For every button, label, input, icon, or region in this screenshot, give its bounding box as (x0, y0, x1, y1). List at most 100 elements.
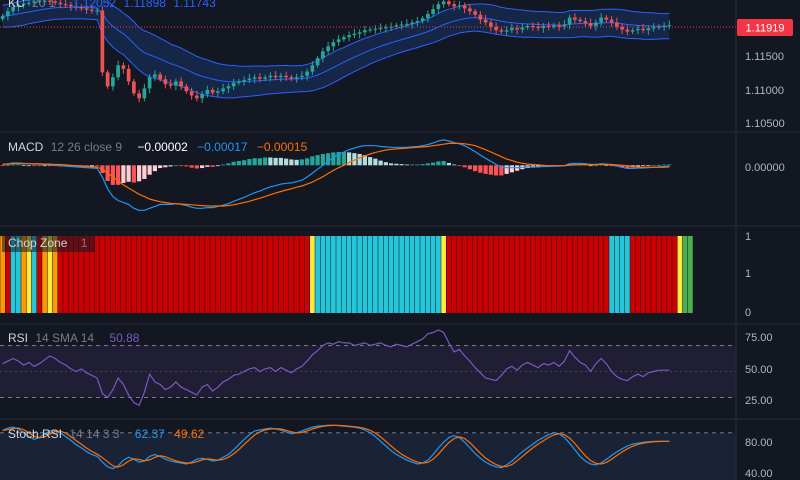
candle-body (426, 14, 430, 19)
candle (105, 69, 110, 89)
macd-histogram-bar (331, 152, 336, 166)
macd-histogram-bar (137, 165, 142, 182)
macd-histogram-bar (179, 165, 184, 167)
chop-legend[interactable]: Chop Zone 1 (2, 234, 95, 252)
kc-legend[interactable]: KC 20 1 1.12052 1.11898 1.11743 (8, 0, 216, 10)
candle (562, 19, 567, 30)
candle-body (520, 27, 525, 30)
candle-body (410, 22, 414, 24)
chop-zone-bar (567, 236, 572, 313)
candle (667, 20, 672, 29)
chop-zone-bar (121, 236, 126, 313)
candle (305, 68, 309, 81)
candle-body (357, 32, 362, 34)
candle (415, 16, 420, 27)
candle-body (583, 21, 588, 24)
price-pane[interactable]: 1.11919 1.11500 1.11000 1.10500 KC 20 1 … (0, 0, 793, 130)
candle-body (588, 23, 593, 26)
candle (163, 75, 168, 89)
macd-histogram-bar (352, 153, 357, 166)
candle (153, 70, 157, 81)
candle (300, 71, 304, 81)
chop-zone-bar (383, 236, 389, 313)
macd-histogram-bar (158, 165, 163, 169)
candle (205, 85, 210, 98)
chop-zone-bar (42, 236, 47, 313)
chop-zone-bar (16, 236, 21, 313)
rsi-legend-value: 50.88 (109, 331, 139, 345)
candle (0, 13, 5, 22)
chop-zone-bar (604, 236, 609, 313)
macd-legend-macd: −0.00017 (197, 140, 248, 154)
chop-zone-bar (420, 236, 425, 313)
chop-zone-bar (10, 236, 16, 313)
candle (284, 71, 288, 81)
candle-body (462, 5, 467, 9)
chop-zone-bar (588, 236, 593, 313)
macd-pane[interactable]: 0.00000 MACD 12 26 close 9 −0.00002 −0.0… (0, 139, 785, 211)
kc-legend-name: KC (8, 0, 25, 10)
macd-histogram-bar (110, 165, 115, 185)
rsi-series (0, 329, 736, 407)
candle-body (184, 86, 189, 92)
stoch-legend[interactable]: Stoch RSI 14 14 3 3 62.37 49.62 (8, 427, 204, 441)
chop-zone-bar (252, 236, 257, 313)
chop-legend-name: Chop Zone (8, 236, 68, 250)
chop-zone-bar (583, 236, 588, 313)
chop-zone-bar (430, 236, 436, 313)
kc-legend-upper: 1.12052 (73, 0, 117, 10)
macd-histogram-bar (326, 153, 331, 166)
candle-body (111, 77, 115, 87)
chop-zone-bar (661, 236, 667, 313)
macd-histogram-bar (89, 165, 94, 167)
rsi-axis-tick: 25.00 (745, 395, 773, 407)
candle (116, 60, 120, 81)
rsi-pane[interactable]: 75.00 50.00 25.00 RSI 14 SMA 14 50.88 (0, 329, 773, 407)
macd-histogram-bar (457, 165, 462, 167)
candle-body (420, 18, 425, 22)
candle-body (179, 81, 183, 87)
rsi-legend[interactable]: RSI 14 SMA 14 50.88 (8, 331, 140, 345)
chop-zone-pane[interactable]: 1 1 0 Chop Zone 1 (0, 231, 751, 319)
macd-histogram-bar (336, 152, 341, 166)
macd-histogram-bar (436, 161, 441, 166)
macd-histogram-bar (173, 165, 178, 167)
macd-histogram-bar (410, 164, 415, 166)
macd-histogram-bar (452, 164, 457, 166)
chop-axis-tick: 1 (745, 268, 751, 280)
candle (200, 91, 204, 104)
stoch-rsi-pane[interactable]: 80.00 40.00 Stoch RSI 14 14 3 3 62.37 49… (0, 424, 773, 480)
macd-histogram-bar (289, 159, 294, 166)
candle-body (599, 17, 603, 23)
chop-zone-bar (367, 236, 373, 313)
candle (210, 87, 215, 96)
candle (447, 0, 451, 7)
candle (326, 41, 330, 55)
candle-body (174, 81, 178, 86)
macd-histogram-bar (16, 164, 21, 166)
candle-body (79, 7, 84, 9)
macd-histogram-bar (247, 159, 252, 166)
macd-histogram-bar (509, 165, 514, 173)
candle-body (342, 37, 346, 40)
macd-legend[interactable]: MACD 12 26 close 9 −0.00002 −0.00017 −0.… (8, 140, 308, 154)
candle (552, 22, 556, 30)
candle-body (468, 8, 472, 12)
macd-histogram-bar (242, 160, 247, 166)
candle (16, 1, 21, 12)
candle-body (121, 65, 126, 69)
candle (520, 23, 525, 34)
candle-body (158, 74, 162, 80)
candle (168, 79, 173, 89)
macd-histogram-bar (425, 163, 430, 166)
candle-body (200, 94, 204, 99)
candle-body (436, 4, 441, 10)
chop-zone-bar (273, 236, 278, 313)
candle (431, 4, 435, 18)
candle (620, 23, 624, 35)
candle-body (483, 19, 488, 23)
chop-zone-bar (436, 236, 441, 313)
candle-body (195, 95, 199, 99)
candle-body (273, 75, 278, 78)
